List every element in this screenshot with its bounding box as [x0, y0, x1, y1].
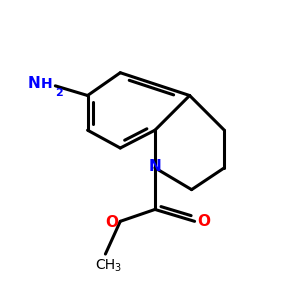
- Text: O: O: [105, 215, 118, 230]
- Text: O: O: [197, 214, 210, 229]
- Text: CH: CH: [95, 258, 116, 272]
- Text: 3: 3: [114, 263, 121, 273]
- Text: N: N: [28, 76, 40, 91]
- Text: 2: 2: [55, 88, 63, 98]
- Text: N: N: [148, 159, 161, 174]
- Text: H: H: [41, 77, 52, 91]
